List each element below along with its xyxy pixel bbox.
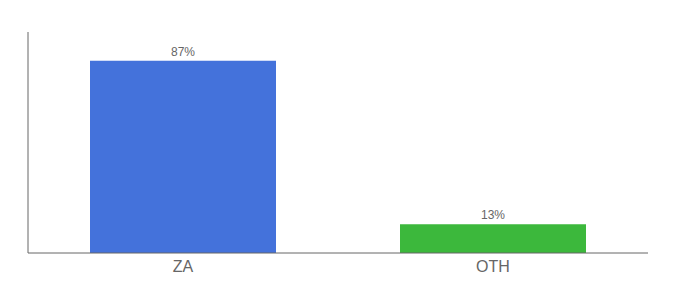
svg-text:ZA: ZA [173, 258, 194, 275]
svg-text:87%: 87% [171, 45, 195, 59]
svg-text:OTH: OTH [476, 258, 510, 275]
svg-text:13%: 13% [481, 208, 505, 222]
